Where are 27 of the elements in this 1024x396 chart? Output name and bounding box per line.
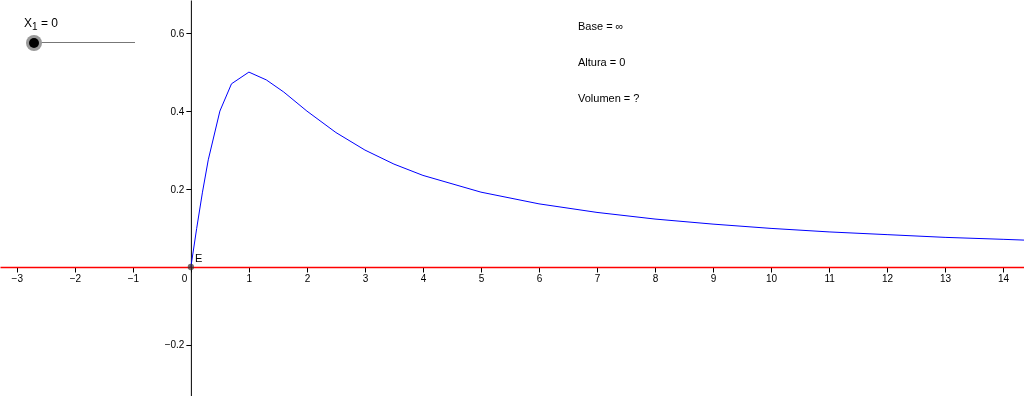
x-tick-label: 13 — [940, 273, 952, 285]
y-tick-label: 0.2 — [170, 183, 185, 195]
x-tick-label: −1 — [127, 273, 140, 285]
x-tick-label: 12 — [882, 273, 894, 285]
y-tick-label: 0.4 — [170, 105, 185, 117]
x-tick-label: 6 — [536, 273, 543, 285]
y-tick-label: 0.6 — [170, 27, 185, 39]
x-tick-label: 10 — [765, 273, 778, 285]
x-tick-label: 9 — [710, 273, 717, 285]
x-tick-label: −3 — [11, 273, 24, 285]
x-tick-label: 0 — [181, 273, 188, 285]
annotation: X$_{1}$ = 0 — [24, 16, 58, 33]
y-tick-label: −0.2 — [164, 339, 185, 351]
x-tick-label: 11 — [824, 273, 836, 285]
x-tick-label: 14 — [998, 273, 1010, 285]
x-tick-label: 4 — [420, 273, 427, 285]
x-tick-label: 5 — [478, 273, 485, 285]
x-tick-label: 1 — [246, 273, 253, 285]
annotation: Volumen = ? — [578, 92, 640, 104]
x-tick-label: −2 — [69, 273, 82, 285]
x-tick-label: 7 — [594, 273, 601, 285]
series-label: E — [194, 251, 203, 264]
annotation: Base = ∞ — [578, 20, 624, 32]
x-tick-label: 2 — [304, 273, 311, 285]
x-tick-label: 3 — [362, 273, 369, 285]
x-tick-label: 8 — [652, 273, 659, 285]
annotation: Altura = 0 — [578, 56, 626, 68]
